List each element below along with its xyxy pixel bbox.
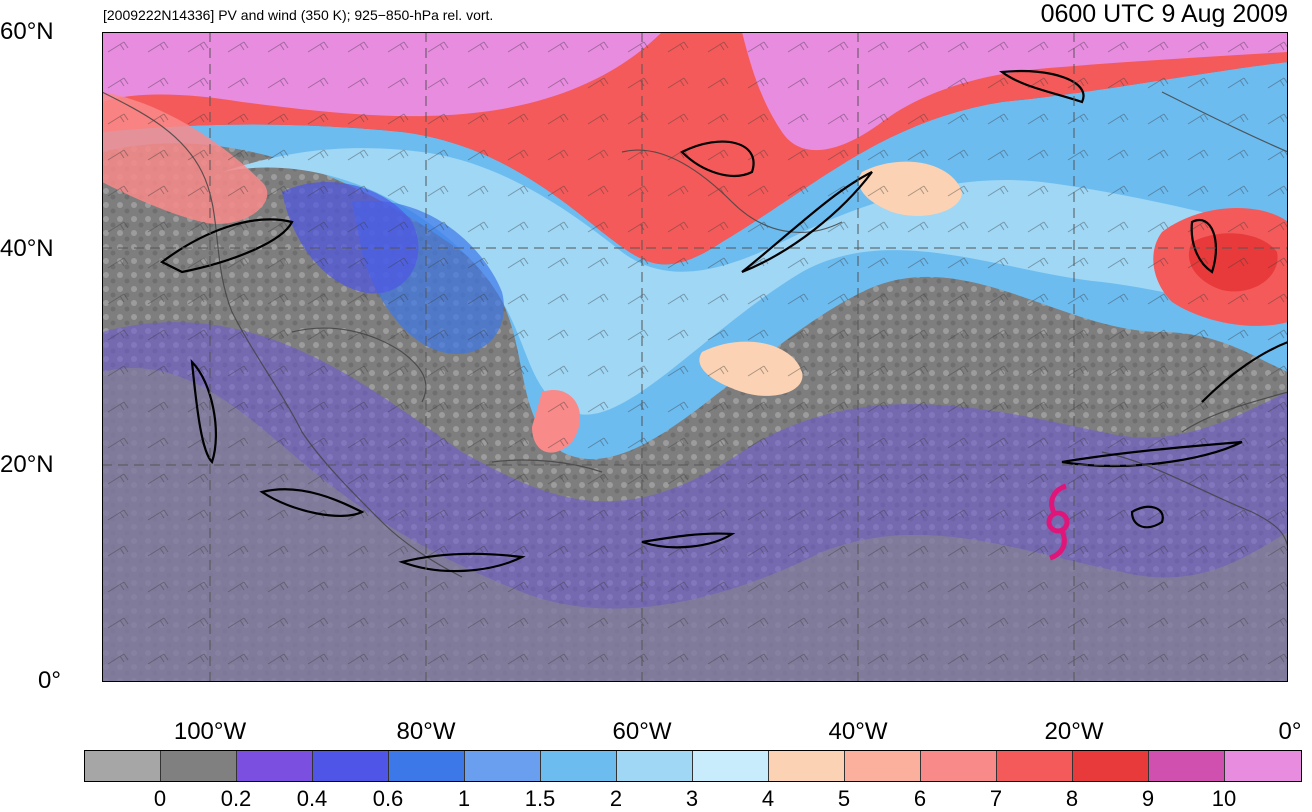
- colorbar-swatch: [389, 751, 465, 781]
- lon-label-0: 0°: [1278, 718, 1302, 745]
- colorbar-label: 2: [609, 786, 623, 811]
- colorbar: [84, 750, 1302, 782]
- colorbar-swatch: [617, 751, 693, 781]
- lat-label-40n: 40°N: [0, 235, 54, 262]
- colorbar-swatch: [85, 751, 161, 781]
- colorbar-label: 0.2: [220, 786, 252, 811]
- colorbar-swatch: [1073, 751, 1149, 781]
- lon-label-80w: 80°W: [396, 718, 456, 745]
- colorbar-label: 0.6: [372, 786, 404, 811]
- colorbar-label: 0: [153, 786, 167, 811]
- lat-label-60n: 60°N: [0, 18, 54, 45]
- colorbar-label: 4: [761, 786, 775, 811]
- colorbar-label: 1.5: [524, 786, 556, 811]
- colorbar-label: 1: [457, 786, 471, 811]
- colorbar-swatch: [845, 751, 921, 781]
- tropical-cyclone-icon: [1046, 483, 1070, 561]
- colorbar-swatch: [693, 751, 769, 781]
- lon-label-100w: 100°W: [173, 718, 247, 745]
- map-panel: [102, 32, 1288, 682]
- colorbar-swatch: [237, 751, 313, 781]
- colorbar-label: 0.4: [296, 786, 328, 811]
- lat-label-20n: 20°N: [0, 451, 54, 478]
- colorbar-label: 7: [989, 786, 1003, 811]
- colorbar-label: 9: [1141, 786, 1155, 811]
- vorticity-contours: [159, 70, 1288, 573]
- colorbar-swatch: [1149, 751, 1225, 781]
- colorbar-swatch: [161, 751, 237, 781]
- colorbar-swatch: [921, 751, 997, 781]
- colorbar-swatch: [541, 751, 617, 781]
- colorbar-swatch: [313, 751, 389, 781]
- colorbar-swatch: [465, 751, 541, 781]
- colorbar-label: 3: [685, 786, 699, 811]
- lon-label-20w: 20°W: [1044, 718, 1104, 745]
- colorbar-label: 10: [1211, 786, 1237, 811]
- lon-label-40w: 40°W: [828, 718, 888, 745]
- lat-label-eq: 0°: [38, 667, 61, 694]
- graticule: [102, 32, 1288, 682]
- colorbar-swatch: [997, 751, 1073, 781]
- colorbar-swatch: [769, 751, 845, 781]
- valid-time: 0600 UTC 9 Aug 2009: [1040, 0, 1288, 28]
- colorbar-label: 5: [837, 786, 851, 811]
- lon-label-60w: 60°W: [612, 718, 672, 745]
- colorbar-label: 6: [913, 786, 927, 811]
- map-title: [2009222N14336] PV and wind (350 K); 925…: [103, 7, 494, 23]
- map-svg: [102, 32, 1288, 682]
- colorbar-label: 8: [1065, 786, 1079, 811]
- coastlines: [102, 91, 1288, 578]
- colorbar-swatch: [1225, 751, 1301, 781]
